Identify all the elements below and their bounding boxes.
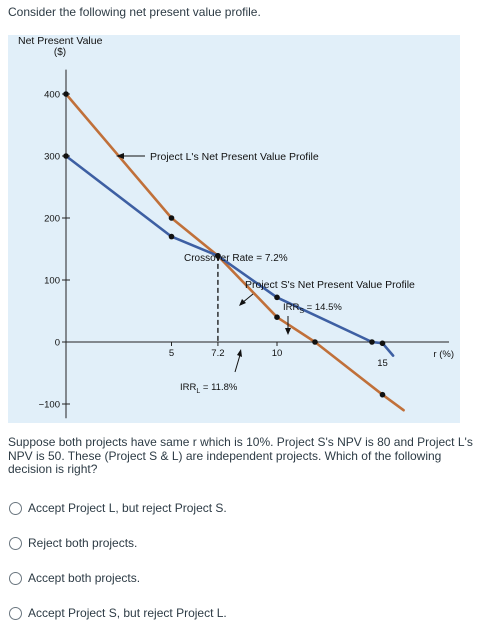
y-tick-label: 200	[44, 214, 60, 225]
y-tick-label: −100	[39, 400, 60, 411]
project-l-point	[63, 91, 69, 97]
x-tick-label: 5	[169, 348, 174, 359]
radio-icon[interactable]	[9, 571, 22, 585]
option-accept-both[interactable]: Accept both projects.	[9, 568, 140, 588]
radio-icon[interactable]	[9, 536, 22, 550]
option-label: Reject both projects.	[28, 536, 138, 550]
y-axis-unit: ($)	[54, 47, 66, 58]
project-l-point	[168, 215, 175, 221]
radio-icon[interactable]	[9, 501, 22, 515]
option-accept-l-reject-s[interactable]: Accept Project L, but reject Project S.	[9, 498, 227, 518]
option-reject-both[interactable]: Reject both projects.	[9, 533, 137, 553]
option-accept-s-reject-l[interactable]: Accept Project S, but reject Project L.	[9, 603, 227, 623]
project-s-point	[274, 294, 280, 301]
x-tick-label: 10	[272, 348, 283, 359]
option-label: Accept Project S, but reject Project L.	[28, 606, 227, 620]
crossover-label: Crossover Rate = 7.2%	[184, 253, 288, 264]
project-s-point	[379, 340, 386, 347]
option-label: Accept both projects.	[28, 571, 141, 585]
radio-icon[interactable]	[9, 606, 22, 620]
project-s-arrow-icon	[239, 299, 246, 306]
project-l-point	[379, 391, 386, 398]
x-tick-label: 7.2	[211, 348, 224, 359]
x-tick-label: 15	[377, 358, 388, 369]
x-axis-title: r (%)	[433, 349, 454, 360]
y-tick-label: 300	[44, 152, 60, 163]
project-s-point	[168, 233, 175, 240]
irr-l-arrow-icon	[237, 349, 242, 357]
npv-profile-chart: Net Present Value ($) r (%) 400 300 200 100 0 −1…	[8, 35, 460, 423]
question-body: Suppose both projects have same r which …	[8, 435, 473, 476]
question-intro: Consider the following net present value…	[8, 5, 261, 19]
project-s-profile-label: Project S's Net Present Value Profile	[245, 279, 415, 291]
irr-s-label: IRRS = 14.5%	[283, 302, 342, 315]
y-tick-label: 400	[44, 90, 60, 101]
project-l-profile-label: Project L's Net Present Value Profile	[150, 151, 319, 163]
project-l-point	[274, 314, 280, 321]
option-label: Accept Project L, but reject Project S.	[28, 501, 227, 515]
y-axis-title: Net Present Value	[18, 35, 103, 47]
project-s-point	[63, 153, 69, 159]
project-l-arrow-icon	[116, 153, 124, 159]
project-l-point	[312, 339, 318, 345]
y-tick-label: 100	[44, 276, 60, 287]
project-s-point	[369, 339, 375, 345]
y-tick-label: 0	[55, 338, 60, 349]
irr-l-arrow-line	[234, 354, 241, 373]
irr-s-arrow-icon	[285, 328, 291, 335]
project-s-point	[215, 253, 221, 259]
npv-profile-svg: Net Present Value($) r (%) 400 300 200 100 0 −1…	[18, 35, 454, 419]
irr-l-label: IRRL = 11.8%	[180, 382, 238, 395]
